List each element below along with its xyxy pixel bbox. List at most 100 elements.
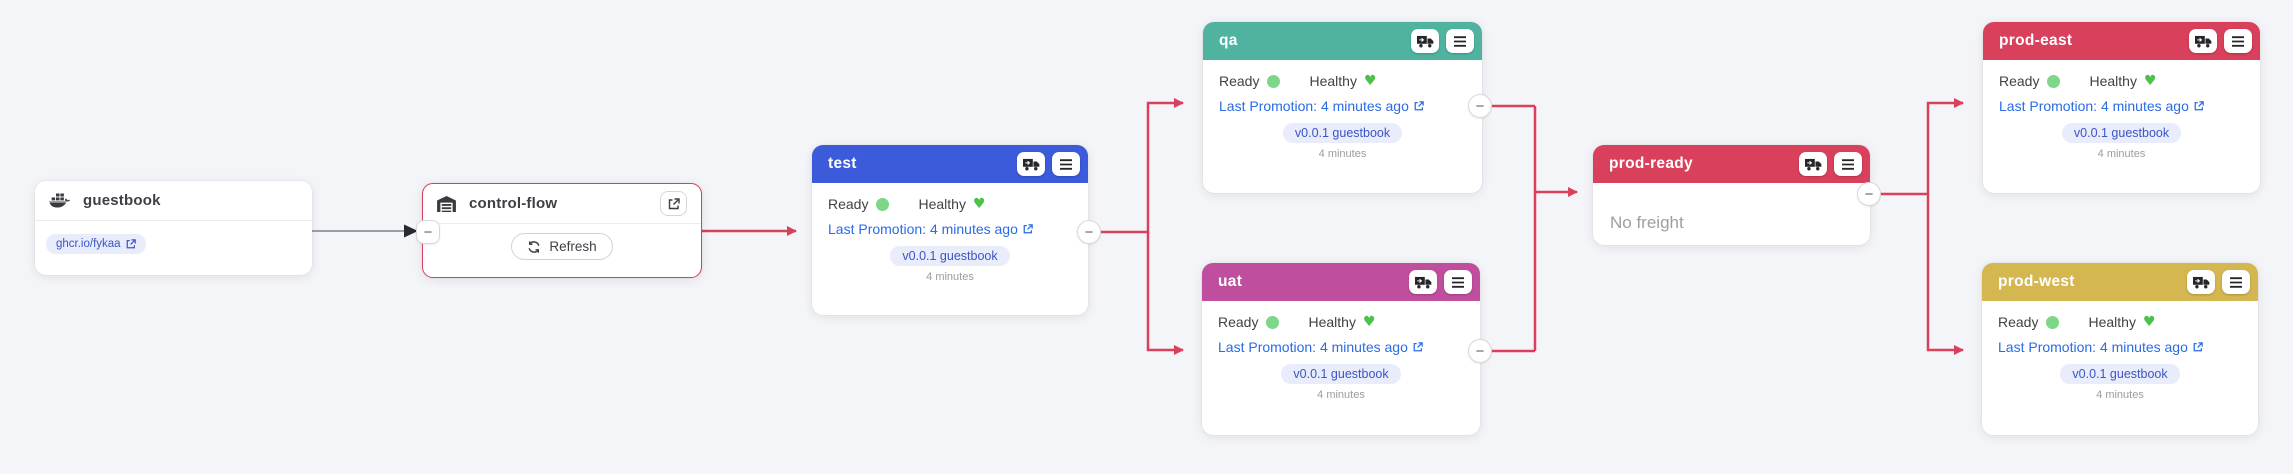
refresh-button[interactable]: Refresh [511,233,613,260]
last-promotion-link[interactable]: Last Promotion: 4 minutes ago [1218,339,1464,355]
registry-link-label: ghcr.io/fykaa [56,238,121,250]
registry-link[interactable]: ghcr.io/fykaa [46,234,146,254]
status-row: Ready Healthy ♥ [1219,73,1466,89]
menu-bars-icon [1452,276,1464,288]
last-promotion-link[interactable]: Last Promotion: 4 minutes ago [1998,339,2242,355]
stage-node-prod-ready: prod-ready No freight − [1593,145,1881,245]
stage-header: test [812,145,1088,183]
truck-icon [1414,276,1431,288]
freight-age-label: 4 minutes [926,271,974,283]
stage-header: uat [1202,263,1480,301]
freight-version-pill[interactable]: v0.0.1 guestbook [1281,364,1401,384]
collapse-stage-button[interactable]: − [1077,220,1101,244]
stage-node-qa: qa Ready Hea [1203,22,1492,193]
ready-dot-icon [2046,315,2060,329]
external-link-icon [1023,224,1033,234]
collapse-stage-button[interactable]: − [1857,182,1881,206]
open-warehouse-button[interactable] [660,191,687,216]
collapse-warehouse-button[interactable]: − [416,220,440,244]
stage-menu-button[interactable] [2222,270,2250,294]
repo-node-guestbook: guestbook ghcr.io/fykaa [35,181,312,275]
last-promotion-link[interactable]: Last Promotion: 4 minutes ago [1999,98,2244,114]
freight-version-pill[interactable]: v0.0.1 guestbook [890,246,1010,266]
last-promotion-label: Last Promotion: 4 minutes ago [1218,339,1408,355]
freight-age-label: 4 minutes [2096,389,2144,401]
status-row: Ready Healthy ♥ [1999,73,2244,89]
ready-dot-icon [2047,74,2061,88]
last-promotion-link[interactable]: Last Promotion: 4 minutes ago [828,221,1072,237]
promote-truck-button[interactable] [1411,29,1439,53]
healthy-label: Healthy [1309,73,1357,89]
healthy-heart-icon: ♥ [972,196,986,212]
ready-label: Ready [1998,314,2039,330]
healthy-heart-icon: ♥ [2143,73,2157,89]
ready-label: Ready [1218,314,1259,330]
last-promotion-label: Last Promotion: 4 minutes ago [828,221,1018,237]
external-link-icon [2193,342,2203,352]
healthy-heart-icon: ♥ [2142,314,2156,330]
status-row: Ready Healthy ♥ [1998,314,2242,330]
collapse-stage-button[interactable]: − [1468,339,1492,363]
promote-truck-button[interactable] [2187,270,2215,294]
stage-title: qa [1219,32,1238,49]
external-link-icon [2194,101,2204,111]
stage-menu-button[interactable] [1052,152,1080,176]
warehouse-node-header: control-flow [423,184,701,224]
ready-label: Ready [1999,73,2040,89]
healthy-heart-icon: ♥ [1363,73,1377,89]
promote-truck-button[interactable] [2189,29,2217,53]
stage-title: test [828,155,857,172]
external-link-icon [126,239,136,249]
status-row: Ready Healthy ♥ [1218,314,1464,330]
stage-title: prod-east [1999,32,2073,49]
menu-bars-icon [2232,35,2244,47]
ready-label: Ready [828,196,869,212]
stage-title: prod-west [1998,273,2075,290]
menu-bars-icon [1060,158,1072,170]
stage-menu-button[interactable] [2224,29,2252,53]
freight-version-pill[interactable]: v0.0.1 guestbook [2061,123,2182,143]
truck-icon [1022,158,1039,170]
stage-node-test: test Ready H [812,145,1101,315]
external-link-icon [668,197,680,209]
freight-version-pill[interactable]: v0.0.1 guestbook [2060,364,2180,384]
menu-bars-icon [2230,276,2242,288]
stage-header: qa [1203,22,1482,60]
truck-icon [2192,276,2209,288]
stage-menu-button[interactable] [1834,152,1862,176]
truck-icon [1804,158,1821,170]
promote-truck-button[interactable] [1799,152,1827,176]
freight-version-pill[interactable]: v0.0.1 guestbook [1282,123,1403,143]
promote-truck-button[interactable] [1017,152,1045,176]
truck-icon [1416,35,1433,47]
freight-age-label: 4 minutes [1317,389,1365,401]
menu-bars-icon [1454,35,1466,47]
warehouse-title: control-flow [469,195,558,212]
last-promotion-link[interactable]: Last Promotion: 4 minutes ago [1219,98,1466,114]
stage-title: uat [1218,273,1243,290]
stage-node-uat: uat Ready He [1202,263,1492,435]
healthy-label: Healthy [2088,314,2136,330]
ready-dot-icon [1266,315,1280,329]
promote-truck-button[interactable] [1409,270,1437,294]
freight-age-label: 4 minutes [1318,148,1367,160]
stage-node-prod-east: prod-east Ready [1983,22,2260,193]
last-promotion-label: Last Promotion: 4 minutes ago [1999,98,2189,114]
healthy-label: Healthy [918,196,966,212]
warehouse-node-control-flow: control-flow Refresh − [416,183,702,278]
refresh-icon [528,240,540,253]
refresh-label: Refresh [549,239,597,254]
healthy-label: Healthy [2089,73,2137,89]
stage-menu-button[interactable] [1446,29,1474,53]
external-link-icon [1414,101,1424,111]
stage-header: prod-east [1983,22,2260,60]
healthy-heart-icon: ♥ [1362,314,1376,330]
stage-header: prod-west [1982,263,2258,301]
stage-menu-button[interactable] [1444,270,1472,294]
stage-header: prod-ready [1593,145,1870,183]
collapse-stage-button[interactable]: − [1468,94,1492,118]
status-row: Ready Healthy ♥ [828,196,1072,212]
healthy-label: Healthy [1308,314,1356,330]
warehouse-icon [437,195,456,212]
